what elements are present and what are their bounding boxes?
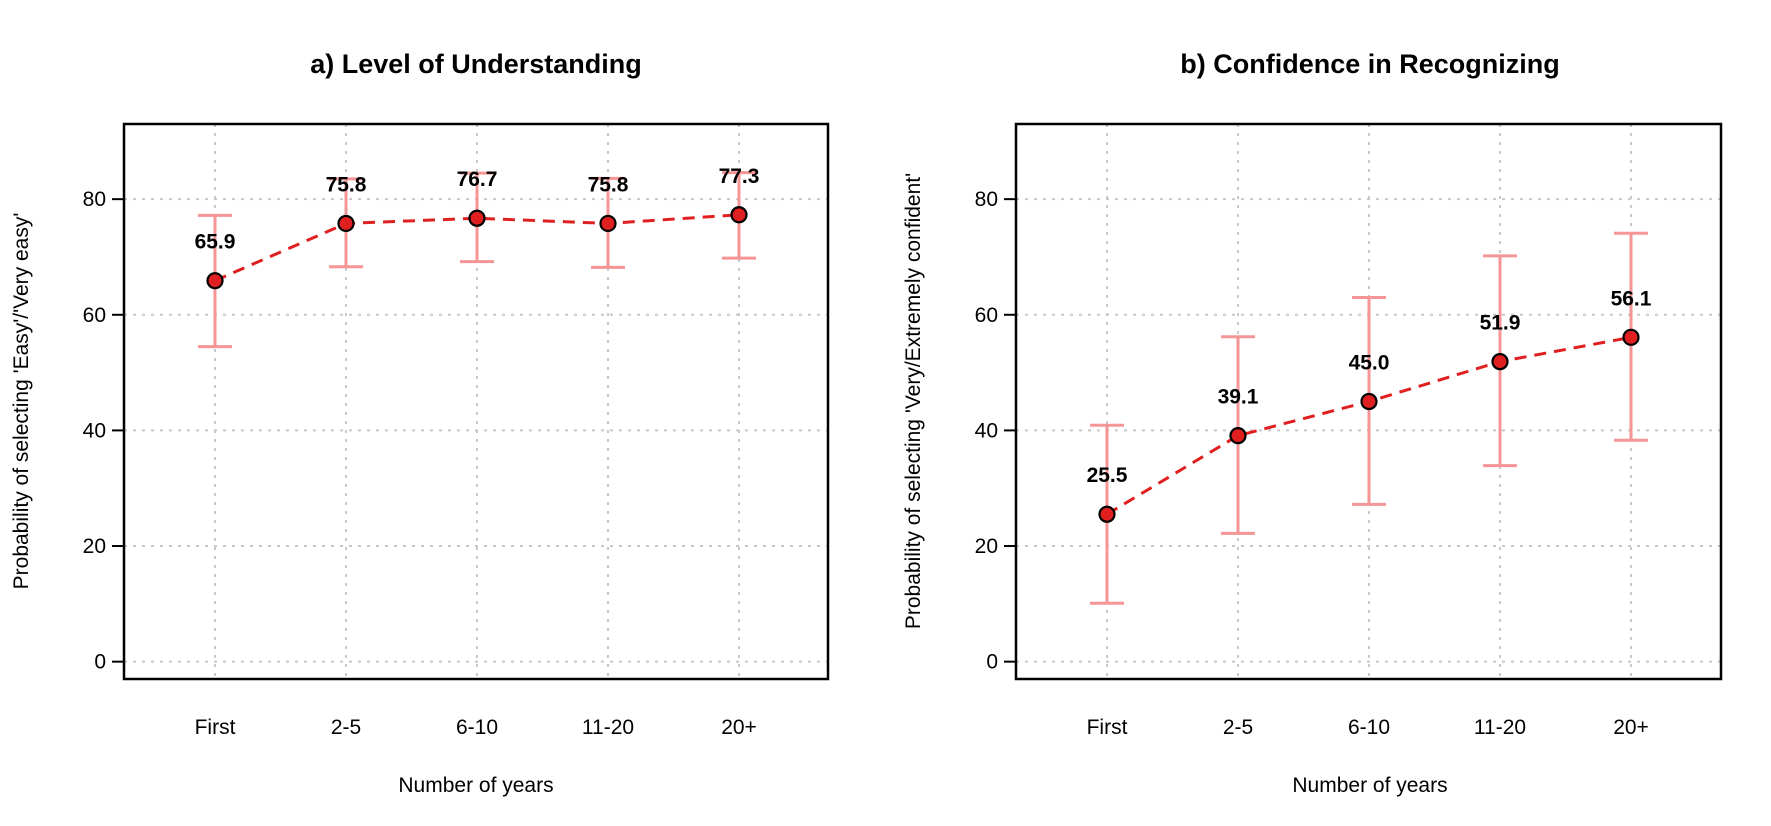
x-tick-label: 20+ bbox=[721, 716, 757, 739]
series bbox=[214, 213, 740, 283]
data-label: 45.0 bbox=[1349, 352, 1390, 375]
y-tick-label: 80 bbox=[83, 188, 106, 211]
data-points bbox=[206, 206, 748, 290]
x-axis-label: Number of years bbox=[1292, 774, 1447, 797]
plot-frame bbox=[122, 122, 830, 681]
y-tick-label: 0 bbox=[986, 651, 998, 674]
data-point bbox=[599, 214, 617, 233]
y-axis-label: Probability of selecting 'Very/Extremely… bbox=[902, 173, 925, 629]
x-axis: First 2-5 6-10 11-20 20+ bbox=[195, 716, 757, 739]
y-tick-label: 60 bbox=[83, 304, 106, 327]
data-label: 51.9 bbox=[1480, 312, 1521, 335]
y-axis: 0 20 40 60 80 bbox=[83, 188, 124, 674]
data-point bbox=[206, 272, 224, 290]
error-bars bbox=[198, 171, 756, 349]
x-axis: First 2-5 6-10 11-20 20+ bbox=[1087, 716, 1649, 739]
y-tick-label: 40 bbox=[83, 419, 106, 442]
data-label: 75.8 bbox=[326, 173, 367, 196]
data-label: 75.8 bbox=[588, 173, 629, 196]
y-tick-label: 80 bbox=[975, 188, 998, 211]
x-tick-label: 11-20 bbox=[582, 716, 634, 739]
plot-frame bbox=[1014, 122, 1723, 681]
x-tick-label: First bbox=[1087, 716, 1128, 739]
x-tick-label: First bbox=[195, 716, 236, 739]
x-tick-label: 6-10 bbox=[456, 716, 498, 739]
y-tick-label: 0 bbox=[94, 651, 106, 674]
chart-title: b) Confidence in Recognizing bbox=[1180, 49, 1560, 79]
grid bbox=[1016, 124, 1721, 679]
x-tick-label: 2-5 bbox=[331, 716, 361, 739]
x-tick-label: 2-5 bbox=[1223, 716, 1253, 739]
data-points bbox=[1098, 328, 1640, 523]
data-point bbox=[1622, 328, 1640, 346]
data-point bbox=[1360, 392, 1378, 411]
data-point bbox=[1491, 353, 1509, 371]
series-line bbox=[214, 213, 740, 283]
data-point bbox=[1098, 505, 1116, 523]
data-point bbox=[1229, 427, 1247, 445]
data-point bbox=[468, 209, 486, 227]
data-label: 25.5 bbox=[1087, 464, 1128, 487]
x-tick-label: 6-10 bbox=[1348, 716, 1390, 739]
y-tick-label: 20 bbox=[975, 535, 998, 558]
x-tick-label: 11-20 bbox=[1474, 716, 1526, 739]
y-tick-label: 40 bbox=[975, 419, 998, 442]
x-tick-label: 20+ bbox=[1613, 716, 1649, 739]
y-axis-label: Probability of selecting 'Easy'/'Very ea… bbox=[10, 213, 33, 590]
data-label: 65.9 bbox=[195, 231, 236, 254]
data-labels: 65.9 75.8 76.7 75.8 77.3 bbox=[195, 165, 760, 254]
data-label: 77.3 bbox=[719, 165, 760, 188]
data-point bbox=[337, 214, 355, 233]
panel-b: b) Confidence in Recognizing 25.5 39.1 45.… bbox=[902, 49, 1723, 797]
y-axis: 0 20 40 60 80 bbox=[975, 188, 1016, 674]
x-axis-label: Number of years bbox=[398, 774, 553, 797]
data-point bbox=[730, 206, 748, 224]
panel-a: a) Level of Understanding 65.9 75.8 76.7 75… bbox=[10, 49, 830, 797]
data-label: 76.7 bbox=[457, 168, 498, 191]
y-tick-label: 60 bbox=[975, 304, 998, 327]
data-label: 56.1 bbox=[1611, 287, 1652, 310]
chart-title: a) Level of Understanding bbox=[310, 49, 642, 79]
data-labels: 25.5 39.1 45.0 51.9 56.1 bbox=[1087, 287, 1652, 487]
y-tick-label: 20 bbox=[83, 535, 106, 558]
data-label: 39.1 bbox=[1218, 386, 1259, 409]
